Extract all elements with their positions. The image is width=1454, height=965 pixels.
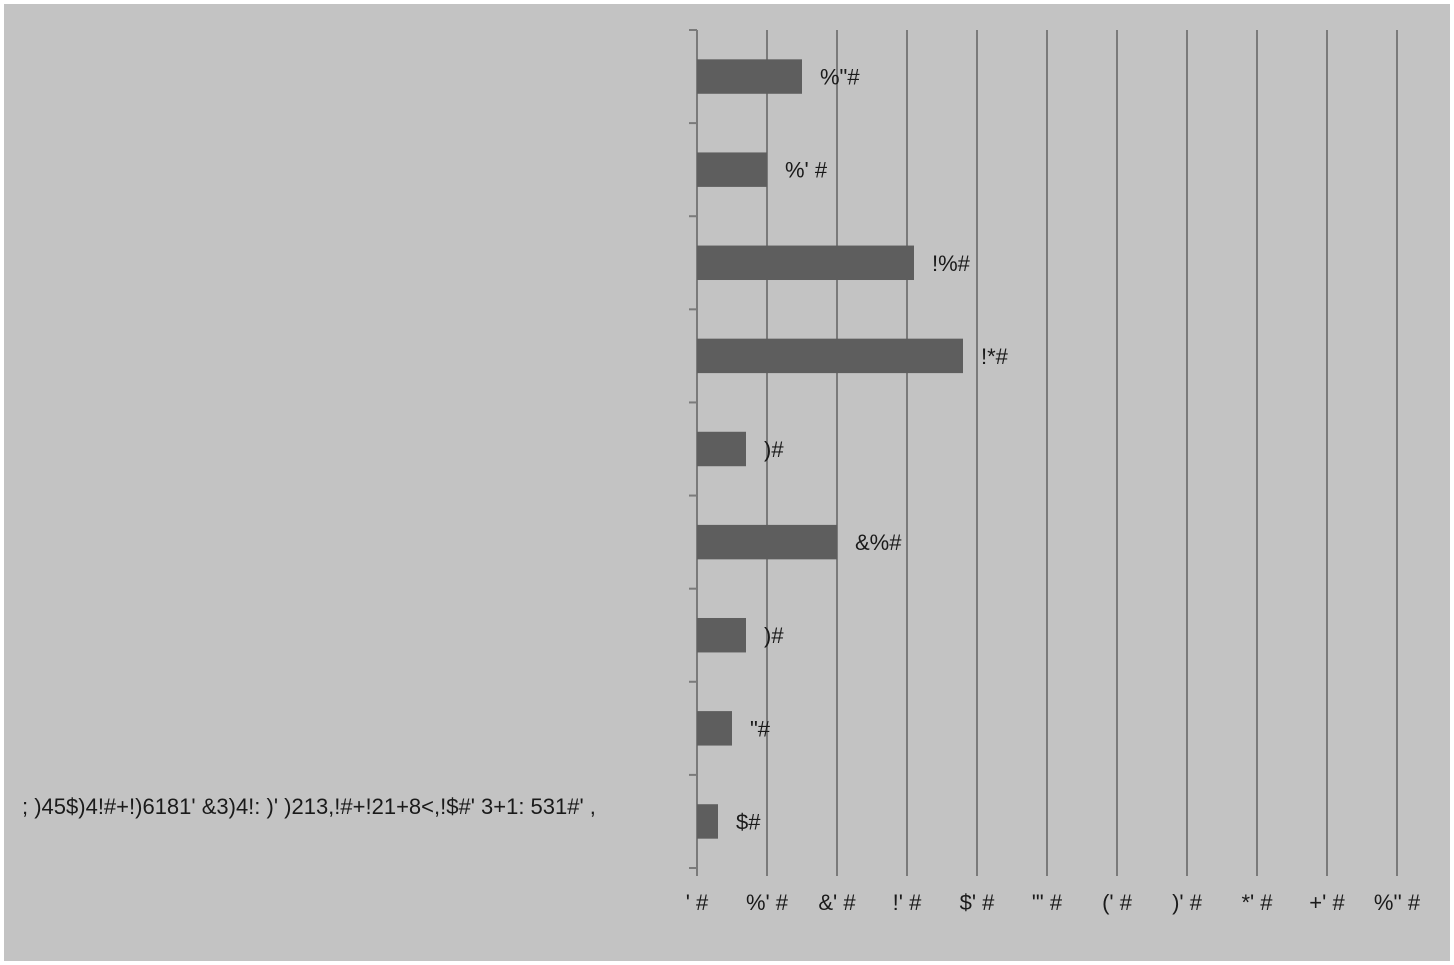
data-labels: %"# %' # !%# !*# )# &%# )# "# $# [736, 65, 1009, 835]
chart-frame: %"# %' # !%# !*# )# &%# )# "# $# ' # %' # &' # !' #… [4, 4, 1450, 961]
x-tick-label: (' # [1102, 890, 1133, 915]
y-axis-label: ; )45$)4!#+!)6181' &3)4!: )' )213,!#+!21… [22, 794, 596, 819]
bar [697, 59, 802, 94]
bar [697, 617, 746, 653]
x-tick-label: &' # [818, 890, 856, 915]
data-label: !*# [981, 344, 1009, 369]
data-label: !%# [932, 251, 971, 276]
bar [697, 338, 963, 374]
data-label: )# [764, 623, 784, 648]
bar [697, 524, 837, 560]
gridlines [766, 30, 1398, 868]
x-tick-label: %' # [746, 890, 789, 915]
bar [697, 152, 767, 187]
data-label: )# [764, 437, 784, 462]
x-tick-label: )' # [1172, 890, 1203, 915]
bar [697, 245, 914, 281]
x-tick-label: "' # [1032, 890, 1063, 915]
data-label: %' # [785, 158, 828, 183]
x-tick-label: $' # [960, 890, 996, 915]
bars [697, 59, 963, 839]
x-tick-labels: ' # %' # &' # !' # $' # "' # (' # )' # *' # +' #%… [686, 890, 1421, 915]
bar-chart: %"# %' # !%# !*# )# &%# )# "# $# ' # %' # &' # !' #… [22, 29, 1421, 915]
x-tick-label: %'' # [1374, 890, 1421, 915]
bar [697, 711, 732, 746]
data-label: $# [736, 809, 761, 834]
x-tick-label: +' # [1309, 890, 1345, 915]
data-label: %"# [820, 65, 860, 90]
data-label: &%# [855, 530, 902, 555]
bar [697, 804, 718, 839]
x-tick-label: !' # [893, 890, 922, 915]
x-tick-label: *' # [1241, 890, 1273, 915]
data-label: "# [750, 716, 771, 741]
x-tick-label: ' # [686, 890, 709, 915]
bar [697, 431, 746, 467]
